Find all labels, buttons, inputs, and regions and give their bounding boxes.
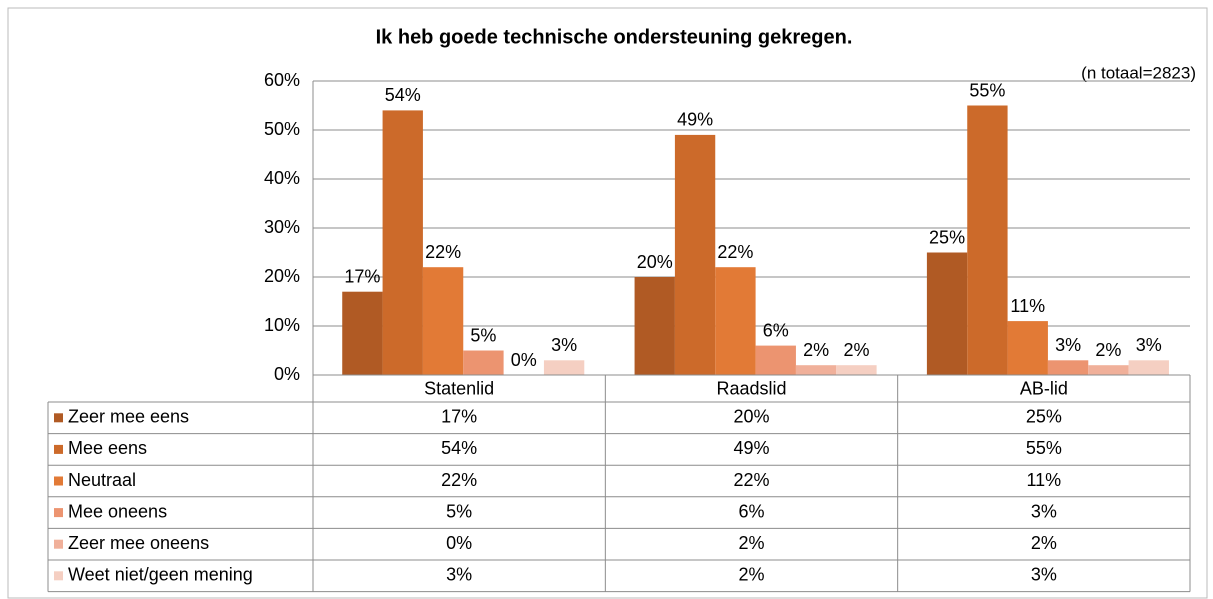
table-cell: 3% bbox=[446, 565, 472, 585]
legend-swatch bbox=[54, 476, 63, 486]
table-cell: 0% bbox=[446, 533, 472, 553]
table-cell: 5% bbox=[446, 501, 472, 521]
data-label: 22% bbox=[717, 242, 753, 262]
bar bbox=[1047, 360, 1089, 375]
legend-label: Mee eens bbox=[68, 438, 147, 458]
y-tick-label: 40% bbox=[264, 168, 300, 188]
y-tick-label: 50% bbox=[264, 119, 300, 139]
x-tick-label: Raadslid bbox=[716, 378, 786, 398]
bar bbox=[463, 350, 504, 375]
table-cell: 2% bbox=[738, 533, 764, 553]
table-cell: 55% bbox=[1026, 438, 1062, 458]
table-cell: 49% bbox=[733, 438, 769, 458]
table-cell: 3% bbox=[1031, 565, 1057, 585]
legend-label: Mee oneens bbox=[68, 501, 167, 521]
y-tick-label: 20% bbox=[264, 266, 300, 286]
data-label: 22% bbox=[425, 242, 461, 262]
x-tick-label: AB-lid bbox=[1020, 378, 1068, 398]
table-cell: 3% bbox=[1031, 501, 1057, 521]
annotation: (n totaal=2823) bbox=[1081, 63, 1196, 82]
data-label: 3% bbox=[1136, 335, 1162, 355]
bar bbox=[967, 105, 1008, 375]
chart-title: Ik heb goede technische ondersteuning ge… bbox=[376, 26, 853, 48]
data-label: 2% bbox=[1095, 340, 1121, 360]
data-label: 5% bbox=[470, 325, 496, 345]
data-label: 55% bbox=[969, 80, 1005, 100]
bar bbox=[543, 360, 585, 375]
data-label: 54% bbox=[385, 85, 421, 105]
data-label: 2% bbox=[843, 340, 869, 360]
bar bbox=[1128, 360, 1169, 375]
legend-label: Neutraal bbox=[68, 470, 136, 490]
table-cell: 2% bbox=[1031, 533, 1057, 553]
y-tick-label: 10% bbox=[264, 315, 300, 335]
table-cell: 54% bbox=[441, 438, 477, 458]
table-cell: 11% bbox=[1026, 470, 1061, 490]
data-label: 0% bbox=[511, 350, 537, 370]
table-cell: 17% bbox=[441, 407, 477, 427]
data-label: 17% bbox=[344, 266, 380, 286]
table-cell: 25% bbox=[1026, 407, 1062, 427]
bar bbox=[342, 291, 383, 375]
data-label: 3% bbox=[551, 335, 577, 355]
table-cell: 22% bbox=[733, 470, 769, 490]
bar bbox=[1007, 321, 1048, 375]
y-tick-label: 30% bbox=[264, 217, 300, 237]
bar bbox=[836, 365, 877, 375]
bar bbox=[795, 365, 837, 375]
data-label: 11% bbox=[1010, 296, 1045, 316]
data-label: 49% bbox=[677, 110, 713, 130]
legend-swatch bbox=[54, 444, 63, 454]
legend-swatch bbox=[54, 571, 63, 581]
bar bbox=[634, 277, 675, 375]
x-tick-label: Statenlid bbox=[424, 378, 494, 398]
bar bbox=[926, 252, 968, 375]
bar bbox=[674, 134, 716, 375]
bar bbox=[715, 267, 756, 375]
bar bbox=[422, 267, 464, 375]
table-cell: 2% bbox=[738, 565, 764, 585]
bar bbox=[755, 345, 796, 375]
legend-swatch bbox=[54, 539, 63, 549]
table-cell: 6% bbox=[738, 501, 764, 521]
table-cell: 20% bbox=[733, 407, 769, 427]
table-cell: 22% bbox=[441, 470, 477, 490]
legend-swatch bbox=[54, 508, 63, 518]
legend-label: Weet niet/geen mening bbox=[68, 565, 253, 585]
bar bbox=[382, 110, 423, 376]
data-label: 3% bbox=[1055, 335, 1081, 355]
legend-swatch bbox=[54, 413, 63, 423]
legend-label: Zeer mee oneens bbox=[68, 533, 209, 553]
y-tick-label: 60% bbox=[264, 70, 300, 90]
data-label: 25% bbox=[929, 227, 965, 247]
data-label: 20% bbox=[637, 252, 673, 272]
legend-label: Zeer mee eens bbox=[68, 407, 189, 427]
y-tick-label: 0% bbox=[274, 364, 300, 384]
bar bbox=[1088, 365, 1129, 375]
data-label: 2% bbox=[803, 340, 829, 360]
data-label: 6% bbox=[763, 320, 789, 340]
